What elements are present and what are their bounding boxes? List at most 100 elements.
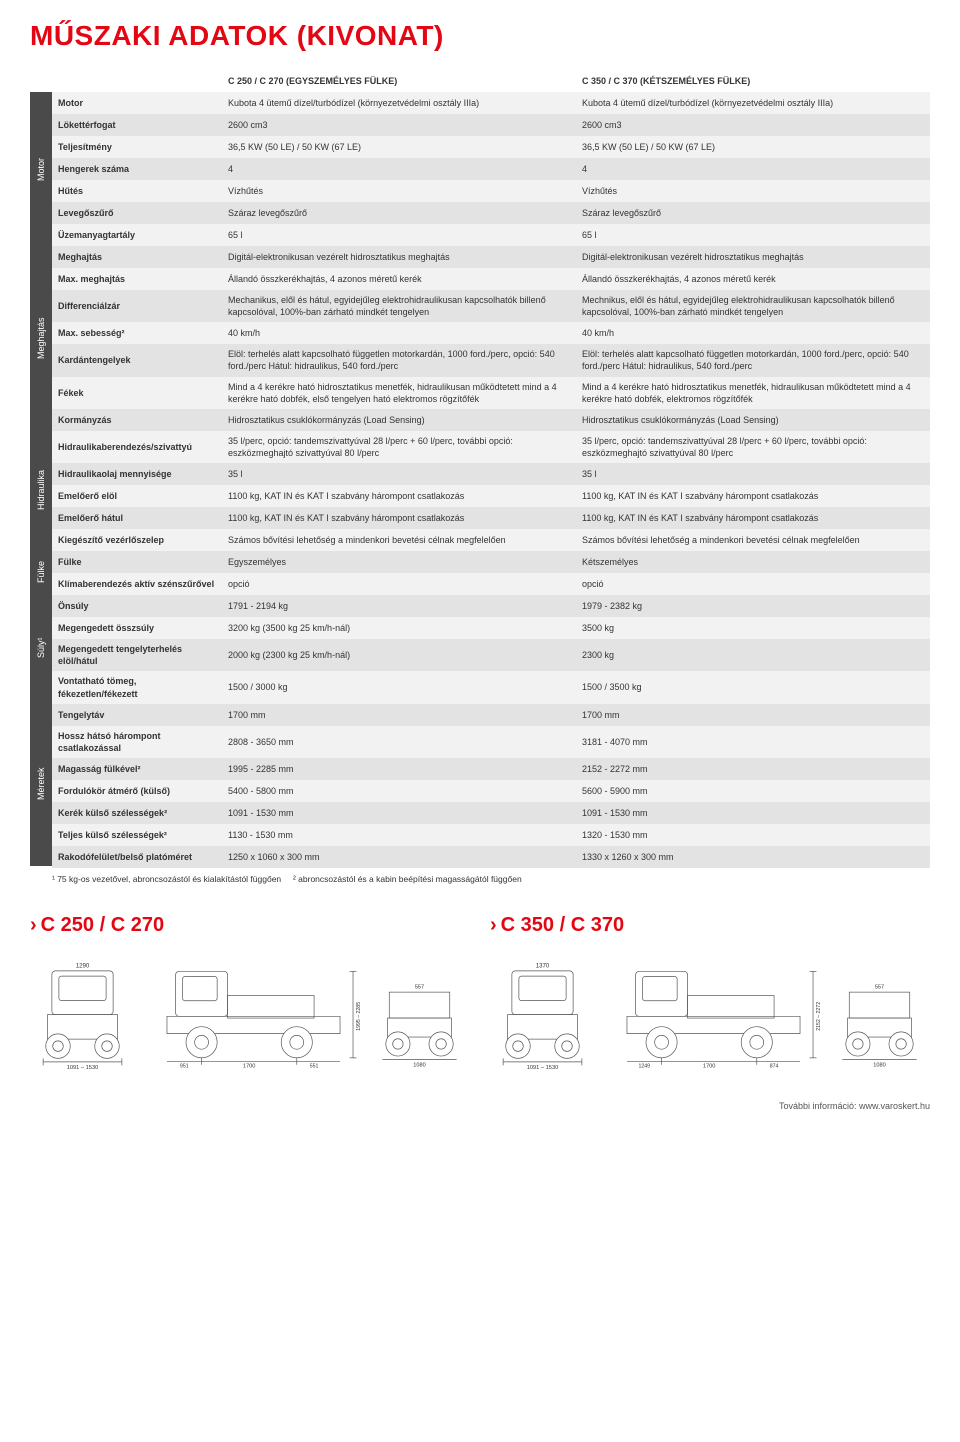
row-val-b: 40 km/h	[576, 322, 930, 344]
table-row: Megengedett összsúly3200 kg (3500 kg 25 …	[52, 617, 930, 639]
row-val-a: 1250 x 1060 x 300 mm	[222, 846, 576, 868]
row-key: Emelőerő hátul	[52, 507, 222, 529]
row-val-b: 1100 kg, KAT IN és KAT I szabvány háromp…	[576, 485, 930, 507]
row-val-a: Állandó összkerékhajtás, 4 azonos méretű…	[222, 268, 576, 290]
row-val-b: 65 l	[576, 224, 930, 246]
row-val-b: 1500 / 3500 kg	[576, 671, 930, 703]
row-key: Motor	[52, 92, 222, 114]
table-row: Magasság fülkével²1995 - 2285 mm2152 - 2…	[52, 758, 930, 780]
front-view-icon: 1290 1091 – 1530	[30, 947, 135, 1077]
table-row: MotorKubota 4 ütemű dízel/turbódízel (kö…	[52, 92, 930, 114]
row-val-a: 5400 - 5800 mm	[222, 780, 576, 802]
row-val-b: 4	[576, 158, 930, 180]
row-val-a: Digitál-elektronikusan vezérelt hidroszt…	[222, 246, 576, 268]
col-header-a: C 250 / C 270 (EGYSZEMÉLYES FÜLKE)	[222, 70, 576, 92]
row-key: Teljesítmény	[52, 136, 222, 158]
svg-text:1370: 1370	[536, 962, 550, 969]
table-row: MeghajtásDigitál-elektronikusan vezérelt…	[52, 246, 930, 268]
row-key: Levegőszűrő	[52, 202, 222, 224]
table-row: DifferenciálzárMechanikus, elől és hátul…	[52, 290, 930, 322]
table-row: Hossz hátsó hárompont csatlakozással2808…	[52, 726, 930, 758]
svg-text:1080: 1080	[873, 1062, 885, 1068]
svg-text:1700: 1700	[703, 1063, 715, 1069]
row-val-b: 1091 - 1530 mm	[576, 802, 930, 824]
row-key: Magasság fülkével²	[52, 758, 222, 780]
svg-text:874: 874	[770, 1063, 779, 1069]
svg-text:1700: 1700	[243, 1063, 255, 1069]
diagram-right-title: ›C 350 / C 370	[490, 914, 930, 937]
row-val-a: Kubota 4 ütemű dízel/turbódízel (környez…	[222, 92, 576, 114]
table-row: KormányzásHidrosztatikus csuklókormányzá…	[52, 409, 930, 431]
row-val-a: 3200 kg (3500 kg 25 km/h-nál)	[222, 617, 576, 639]
row-val-a: Vízhűtés	[222, 180, 576, 202]
rear-view-icon: 557 1080	[372, 947, 467, 1077]
svg-text:1091 – 1530: 1091 – 1530	[527, 1065, 559, 1071]
table-row: Üzemanyagtartály65 l65 l	[52, 224, 930, 246]
table-row: Kerék külső szélességek²1091 - 1530 mm10…	[52, 802, 930, 824]
footnotes: ¹ 75 kg-os vezetővel, abroncsozástól és …	[52, 874, 930, 884]
row-val-b: Elöl: terhelés alatt kapcsolható függetl…	[576, 344, 930, 376]
table-row: Lökettérfogat2600 cm32600 cm3	[52, 114, 930, 136]
table-row: Emelőerő hátul1100 kg, KAT IN és KAT I s…	[52, 507, 930, 529]
table-row: Fordulókör átmérő (külső)5400 - 5800 mm5…	[52, 780, 930, 802]
row-val-a: 1100 kg, KAT IN és KAT I szabvány háromp…	[222, 485, 576, 507]
row-val-a: Mind a 4 kerékre ható hidrosztatikus men…	[222, 377, 576, 409]
row-key: Kormányzás	[52, 409, 222, 431]
spec-table: MotorMeghajtásHidraulikaFülkeSúly¹Mérete…	[30, 70, 930, 868]
row-key: Klímaberendezés aktív szénszűrővel	[52, 573, 222, 595]
table-row: Hidraulikaolaj mennyisége35 l35 l	[52, 463, 930, 485]
row-key: Hengerek száma	[52, 158, 222, 180]
row-val-a: 1091 - 1530 mm	[222, 802, 576, 824]
row-val-a: 4	[222, 158, 576, 180]
svg-text:1290: 1290	[76, 962, 90, 969]
svg-text:1995 – 2285: 1995 – 2285	[356, 1002, 362, 1031]
row-val-a: Elöl: terhelés alatt kapcsolható függetl…	[222, 344, 576, 376]
row-val-a: 1700 mm	[222, 704, 576, 726]
row-val-b: 1320 - 1530 mm	[576, 824, 930, 846]
diagram-left: ›C 250 / C 270 1290 1091 – 1530	[30, 914, 470, 1077]
group-label: Hidraulika	[30, 430, 52, 550]
row-key: Hűtés	[52, 180, 222, 202]
row-val-b: Száraz levegőszűrő	[576, 202, 930, 224]
row-val-a: Száraz levegőszűrő	[222, 202, 576, 224]
row-val-b: 5600 - 5900 mm	[576, 780, 930, 802]
table-header-row: C 250 / C 270 (EGYSZEMÉLYES FÜLKE) C 350…	[52, 70, 930, 92]
table-row: FülkeEgyszemélyesKétszemélyes	[52, 551, 930, 573]
row-val-b: Digitál-elektronikusan vezérelt hidroszt…	[576, 246, 930, 268]
row-val-b: opció	[576, 573, 930, 595]
row-val-b: Állandó összkerékhajtás, 4 azonos méretű…	[576, 268, 930, 290]
row-val-a: Számos bővítési lehetőség a mindenkori b…	[222, 529, 576, 551]
row-key: Fordulókör átmérő (külső)	[52, 780, 222, 802]
svg-text:2152 – 2272: 2152 – 2272	[816, 1002, 822, 1031]
row-val-a: 1791 - 2194 kg	[222, 595, 576, 617]
row-val-b: 1979 - 2382 kg	[576, 595, 930, 617]
svg-text:1249: 1249	[638, 1063, 650, 1069]
row-key: Differenciálzár	[52, 290, 222, 322]
row-key: Önsúly	[52, 595, 222, 617]
rear-view-icon: 557 1080	[832, 947, 927, 1077]
page-title: MŰSZAKI ADATOK (KIVONAT)	[30, 20, 930, 52]
row-val-a: 36,5 KW (50 LE) / 50 KW (67 LE)	[222, 136, 576, 158]
side-view-icon: 1700 951 551 1995 – 2285	[141, 947, 366, 1077]
table-row: Max. sebesség²40 km/h40 km/h	[52, 322, 930, 344]
row-key: Meghajtás	[52, 246, 222, 268]
row-key: Hidraulikaolaj mennyisége	[52, 463, 222, 485]
row-val-b: 2300 kg	[576, 639, 930, 671]
group-label: Méretek	[30, 702, 52, 866]
row-key: Fékek	[52, 377, 222, 409]
table-row: Hengerek száma44	[52, 158, 930, 180]
row-val-a: 1995 - 2285 mm	[222, 758, 576, 780]
diagram-right: ›C 350 / C 370 1370 1091 – 1530	[490, 914, 930, 1077]
row-val-a: 2600 cm3	[222, 114, 576, 136]
table-row: Kiegészítő vezérlőszelepSzámos bővítési …	[52, 529, 930, 551]
row-key: Kardántengelyek	[52, 344, 222, 376]
row-val-b: 1700 mm	[576, 704, 930, 726]
row-val-b: Kétszemélyes	[576, 551, 930, 573]
svg-text:1091 – 1530: 1091 – 1530	[67, 1065, 99, 1071]
row-val-b: 35 l	[576, 463, 930, 485]
row-val-b: Mind a 4 kerékre ható hidrosztatikus men…	[576, 377, 930, 409]
row-val-a: 1500 / 3000 kg	[222, 671, 576, 703]
row-val-a: 1130 - 1530 mm	[222, 824, 576, 846]
table-row: Emelőerő elöl1100 kg, KAT IN és KAT I sz…	[52, 485, 930, 507]
row-val-a: 40 km/h	[222, 322, 576, 344]
